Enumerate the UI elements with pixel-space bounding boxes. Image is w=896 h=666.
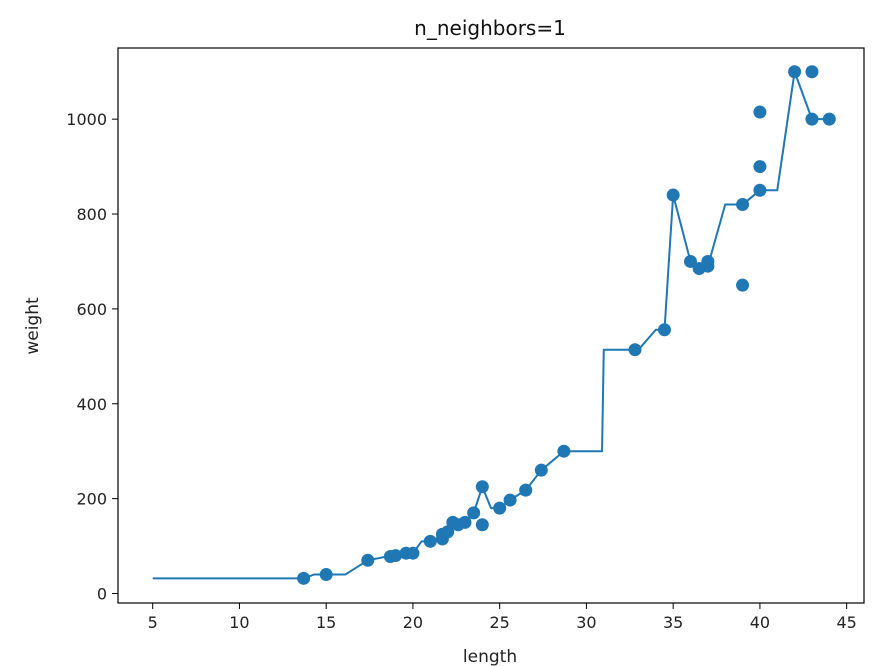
data-point	[736, 278, 750, 292]
data-point	[657, 323, 671, 337]
data-point	[319, 568, 333, 582]
data-point	[666, 188, 680, 202]
y-tick-label: 400	[76, 395, 107, 414]
data-point	[467, 506, 481, 520]
y-tick-label: 800	[76, 205, 107, 224]
data-point	[805, 112, 819, 126]
data-point	[423, 534, 437, 548]
x-axis-label: length	[463, 647, 517, 666]
data-point	[441, 525, 455, 539]
x-axis-ticks: 5 10 15 20 25 30 35 40 45	[148, 603, 857, 632]
chart-title: n_neighbors=1	[414, 16, 566, 40]
x-tick-label: 10	[229, 613, 249, 632]
y-tick-label: 200	[76, 490, 107, 509]
data-point	[753, 183, 767, 197]
data-point	[519, 483, 533, 497]
data-point	[753, 160, 767, 174]
series-layer	[152, 65, 836, 585]
data-point	[361, 553, 375, 567]
x-tick-label: 5	[148, 613, 158, 632]
x-tick-label: 15	[316, 613, 336, 632]
data-point	[822, 112, 836, 126]
data-point	[389, 549, 403, 563]
prediction-line	[152, 70, 830, 580]
x-tick-label: 30	[576, 613, 596, 632]
data-point	[297, 571, 311, 585]
y-axis-ticks: 0 200 400 600 800 1000	[66, 110, 118, 604]
data-point	[534, 463, 548, 477]
x-tick-label: 40	[750, 613, 770, 632]
data-point	[684, 254, 698, 268]
data-point	[628, 343, 642, 357]
data-point	[458, 515, 472, 529]
data-point	[503, 493, 517, 507]
x-tick-label: 45	[836, 613, 856, 632]
y-tick-label: 1000	[66, 110, 107, 129]
data-point	[493, 501, 507, 515]
data-point	[788, 65, 802, 79]
y-tick-label: 600	[76, 300, 107, 319]
x-tick-label: 25	[489, 613, 509, 632]
y-axis-label: weight	[23, 297, 43, 355]
data-point	[701, 254, 715, 268]
data-point	[557, 444, 571, 458]
x-tick-label: 20	[403, 613, 423, 632]
x-tick-label: 35	[663, 613, 683, 632]
data-point	[753, 105, 767, 119]
plot-area	[117, 47, 865, 604]
data-point	[805, 65, 819, 79]
data-point	[406, 546, 420, 560]
data-point	[475, 480, 489, 494]
y-tick-label: 0	[97, 585, 107, 604]
data-point	[475, 518, 489, 532]
data-point	[736, 198, 750, 212]
